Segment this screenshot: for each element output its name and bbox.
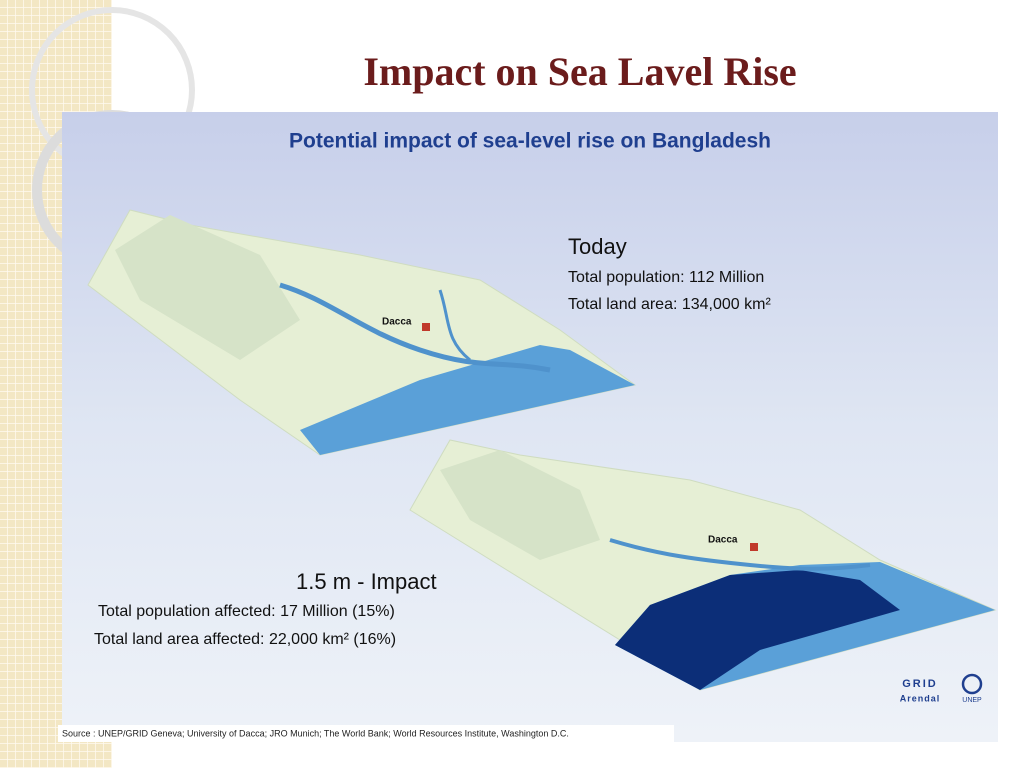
source-note: Source : UNEP/GRID Geneva; University of… — [62, 728, 569, 738]
map-today — [87, 209, 637, 456]
logo-arendal: Arendal — [900, 693, 941, 703]
impact-land-area: Total land area affected: 22,000 km² (16… — [94, 631, 396, 648]
today-land-area: Total land area: 134,000 km² — [568, 296, 771, 313]
source-strip — [58, 725, 674, 742]
logo-grid: GRID — [902, 678, 938, 690]
today-heading: Today — [568, 234, 627, 259]
map-impact — [409, 439, 997, 691]
city-label: Dacca — [382, 317, 412, 328]
city-label: Dacca — [708, 535, 738, 546]
today-population: Total population: 112 Million — [568, 269, 764, 286]
impact-heading: 1.5 m - Impact — [296, 569, 437, 594]
unep-emblem — [961, 673, 983, 695]
slide-title: Impact on Sea Lavel Rise — [363, 49, 796, 94]
impact-population: Total population affected: 17 Million (1… — [98, 603, 395, 620]
logo-unep: UNEP — [962, 697, 982, 704]
figure-title: Potential impact of sea-level rise on Ba… — [289, 130, 771, 153]
